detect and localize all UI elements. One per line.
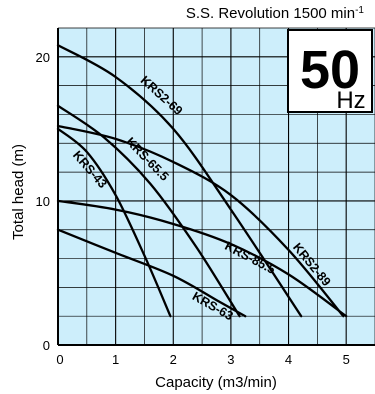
x-tick-label: 5	[343, 352, 350, 367]
frequency-badge	[287, 29, 373, 113]
x-tick-label: 2	[170, 352, 177, 367]
x-tick-label: 3	[227, 352, 234, 367]
curve-krs-65-5	[56, 104, 241, 318]
frequency-unit: Hz	[336, 87, 365, 114]
curve-krs2-89	[56, 124, 345, 318]
x-tick-label: 4	[285, 352, 292, 367]
frequency-value: 50	[300, 40, 360, 100]
performance-curves	[56, 44, 348, 318]
x-axis-title: Capacity (m3/min)	[155, 374, 277, 391]
curve-krs-43	[56, 127, 172, 318]
y-tick-label: 20	[36, 50, 50, 65]
x-tick-label: 1	[112, 352, 119, 367]
y-axis-title: Total head (m)	[10, 144, 27, 240]
curve-krs2-69	[56, 44, 303, 318]
y-tick-label: 10	[36, 194, 50, 209]
speed-label: S.S. Revolution 1500 min-1	[186, 5, 365, 22]
axis-ticks: 0 1 2 3 4 5 0 10 20	[36, 50, 350, 367]
curve-krs-63	[56, 228, 247, 318]
curve-krs-85-5	[56, 199, 348, 318]
x-tick-label: 0	[56, 352, 63, 367]
y-tick-label: 0	[43, 338, 50, 353]
